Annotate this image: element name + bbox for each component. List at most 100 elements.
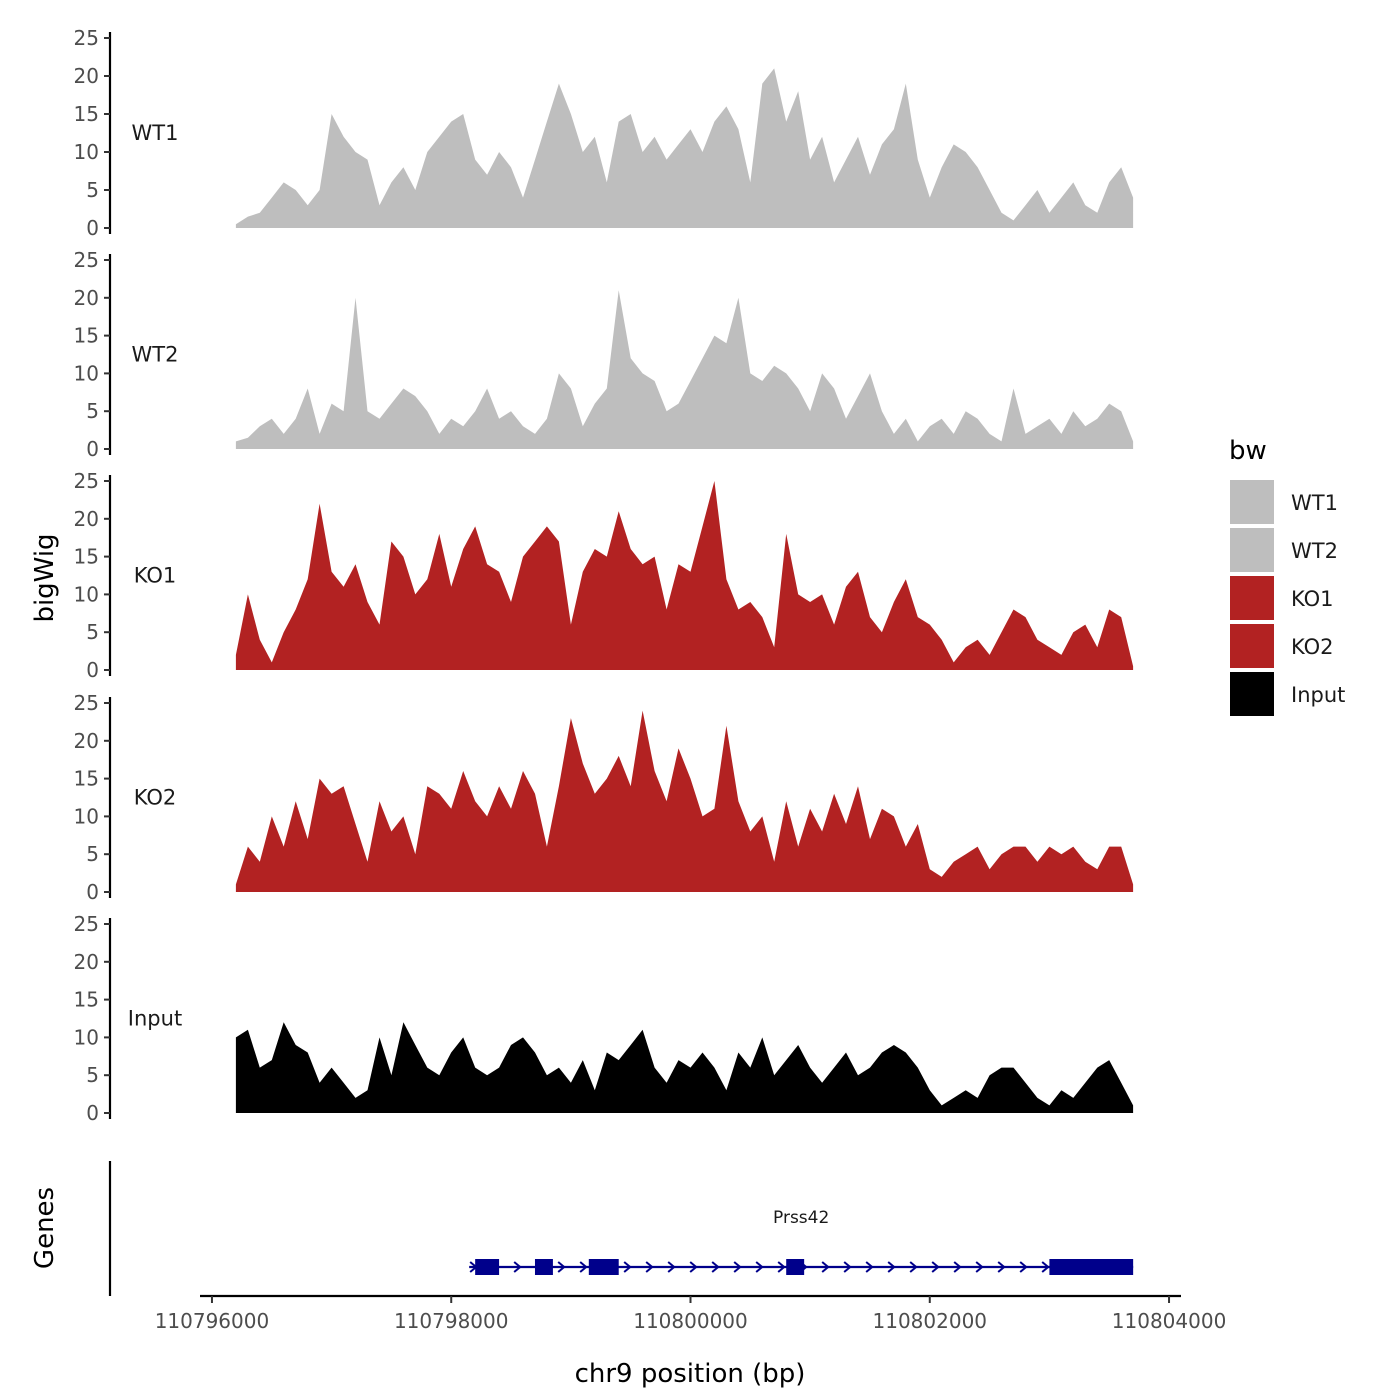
- y-axis-title: bigWig: [30, 533, 60, 622]
- strand-arrow: [755, 1261, 764, 1273]
- y-tick-label: 10: [74, 1025, 99, 1049]
- strand-arrow: [557, 1261, 566, 1273]
- track-ko1: 0 5 10 15 20 25 KO1: [74, 469, 1134, 682]
- y-tick-label: 25: [74, 469, 99, 493]
- strand-arrow: [887, 1261, 896, 1273]
- tracks-layer: 0510152025WT10510152025WT20510152025KO10…: [74, 26, 1134, 1125]
- strand-arrow: [1019, 1261, 1028, 1273]
- legend-item-input: Input: [1230, 672, 1345, 716]
- x-axis: 110796000 110798000 110800000 110802000 1108…: [155, 1294, 1227, 1333]
- coverage-area-ko1: [235, 481, 1134, 670]
- legend-swatch: [1230, 576, 1274, 620]
- x-tick-label: 110800000: [633, 1309, 748, 1333]
- legend-item-wt2: WT2: [1230, 528, 1338, 572]
- coverage-area-input: [235, 1022, 1134, 1113]
- y-tick-label: 0: [86, 437, 99, 461]
- x-tick-label: 110804000: [1112, 1309, 1227, 1333]
- y-tick-label: 20: [74, 64, 99, 88]
- y-tick-label: 0: [86, 658, 99, 682]
- legend-item-wt1: WT1: [1230, 480, 1338, 524]
- track-label-input: Input: [128, 1006, 182, 1030]
- y-tick-label: 15: [74, 102, 99, 126]
- strand-arrow: [821, 1261, 830, 1273]
- x-tick-label: 110802000: [873, 1309, 988, 1333]
- gene-panel: Prss42: [108, 1161, 1134, 1296]
- legend-label: KO2: [1291, 635, 1334, 659]
- legend-label: KO1: [1291, 587, 1334, 611]
- strand-arrow: [579, 1261, 588, 1273]
- strand-arrow: [909, 1261, 918, 1273]
- strand-arrow: [711, 1261, 720, 1273]
- track-label-wt2: WT2: [132, 342, 179, 366]
- exon: [588, 1259, 619, 1275]
- track-label-wt1: WT1: [132, 121, 179, 145]
- exon: [534, 1259, 553, 1275]
- strand-arrow: [997, 1261, 1006, 1273]
- y-tick-label: 20: [74, 729, 99, 753]
- strand-arrow: [953, 1261, 962, 1273]
- track-label-ko2: KO2: [134, 785, 177, 809]
- legend: bw WT1 WT2 KO1 KO2 Input: [1229, 436, 1345, 716]
- strand-arrow: [733, 1261, 742, 1273]
- gene-prss42: Prss42: [469, 1208, 1134, 1275]
- exon: [786, 1259, 805, 1275]
- track-label-ko1: KO1: [134, 563, 177, 587]
- legend-label: Input: [1291, 683, 1345, 707]
- y-tick-label: 0: [86, 1101, 99, 1125]
- strand-arrow: [931, 1261, 940, 1273]
- track-input: 0 5 10 15 20 25 Input: [74, 912, 1134, 1125]
- y-tick-label: 20: [74, 286, 99, 310]
- legend-item-ko1: KO1: [1230, 576, 1334, 620]
- strand-arrow: [689, 1261, 698, 1273]
- coverage-area-ko2: [235, 710, 1134, 892]
- y-tick-label: 15: [74, 545, 99, 569]
- x-tick-label: 110798000: [394, 1309, 509, 1333]
- y-tick-label: 10: [74, 582, 99, 606]
- y-tick-label: 5: [86, 1063, 99, 1087]
- y-tick-label: 0: [86, 216, 99, 240]
- legend-item-ko2: KO2: [1230, 624, 1334, 668]
- strand-arrow: [623, 1261, 632, 1273]
- gene-panel-title: Genes: [30, 1187, 60, 1269]
- x-axis-title: chr9 position (bp): [575, 1359, 806, 1389]
- y-tick-label: 20: [74, 507, 99, 531]
- legend-swatch: [1230, 624, 1274, 668]
- strand-arrow: [843, 1261, 852, 1273]
- legend-swatch: [1230, 672, 1274, 716]
- y-tick-label: 15: [74, 324, 99, 348]
- strand-arrow: [645, 1261, 654, 1273]
- coverage-area-wt1: [235, 68, 1134, 229]
- y-tick-label: 5: [86, 399, 99, 423]
- gene-name-label: Prss42: [773, 1208, 829, 1228]
- strand-arrow: [1041, 1261, 1050, 1273]
- legend-label: WT1: [1291, 491, 1338, 515]
- x-tick-label: 110796000: [155, 1309, 270, 1333]
- strand-arrow: [865, 1261, 874, 1273]
- y-tick-label: 10: [74, 140, 99, 164]
- track-wt1: 0 5 10 15 20 25 WT1: [74, 26, 1134, 240]
- y-tick-label: 10: [74, 361, 99, 385]
- exon: [1049, 1259, 1134, 1275]
- coverage-area-wt2: [235, 290, 1134, 449]
- track-wt2: 0 5 10 15 20 25 WT2: [74, 248, 1134, 461]
- y-tick-label: 25: [74, 26, 99, 50]
- y-tick-label: 0: [86, 880, 99, 904]
- y-tick-label: 5: [86, 178, 99, 202]
- y-tick-label: 15: [74, 988, 99, 1012]
- track-ko2: 0 5 10 15 20 25 KO2: [74, 691, 1134, 904]
- strand-arrow: [667, 1261, 676, 1273]
- strand-arrow: [975, 1261, 984, 1273]
- legend-label: WT2: [1291, 539, 1338, 563]
- strand-arrow: [777, 1261, 786, 1273]
- y-tick-label: 10: [74, 804, 99, 828]
- y-tick-label: 25: [74, 691, 99, 715]
- y-tick-label: 5: [86, 620, 99, 644]
- y-tick-label: 20: [74, 950, 99, 974]
- exon: [475, 1259, 500, 1275]
- y-tick-label: 25: [74, 248, 99, 272]
- legend-swatch: [1230, 480, 1274, 524]
- y-tick-label: 5: [86, 842, 99, 866]
- legend-swatch: [1230, 528, 1274, 572]
